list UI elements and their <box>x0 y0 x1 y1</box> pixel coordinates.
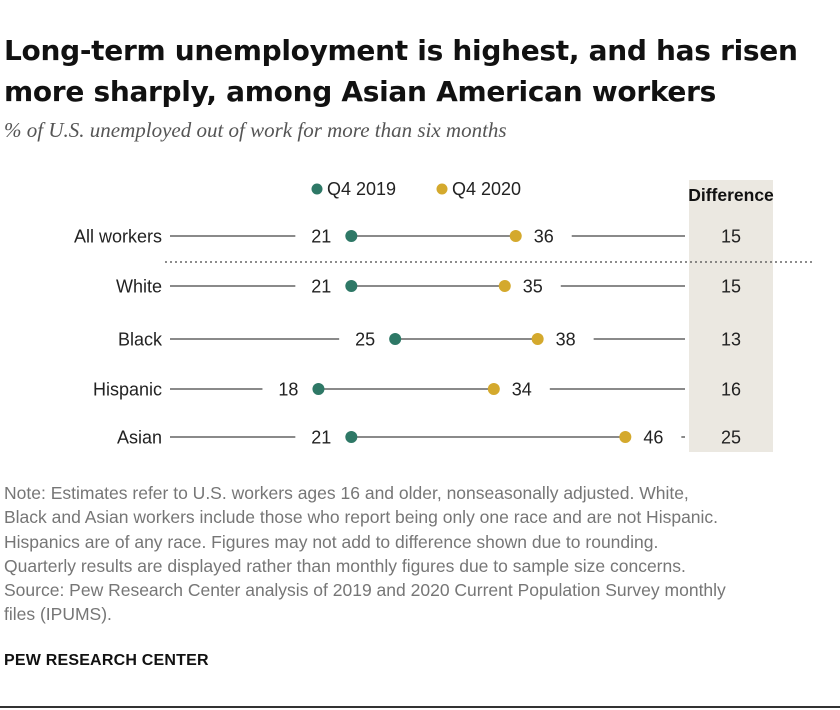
category-label-asian: Asian <box>117 428 162 448</box>
category-label-white: White <box>116 277 162 297</box>
category-label-hispanic: Hispanic <box>93 380 162 400</box>
dot-q4-2019-black <box>389 333 402 345</box>
chart-title-line-1: Long-term unemployment is highest, and h… <box>4 34 798 67</box>
value-label-q4-2020-black: 38 <box>556 330 576 350</box>
difference-header: Difference <box>688 185 774 205</box>
difference-value-black: 13 <box>721 330 741 350</box>
legend-marker-q4-2020 <box>436 183 448 195</box>
note-line-4: Quarterly results are displayed rather t… <box>4 555 686 576</box>
dot-q4-2019-all-workers <box>345 230 358 242</box>
note-line-1: Note: Estimates refer to U.S. workers ag… <box>4 483 689 503</box>
legend-label-q4-2019: Q4 2019 <box>327 179 396 199</box>
chart-notes: Note: Estimates refer to U.S. workers ag… <box>4 481 836 627</box>
value-label-q4-2019-black: 25 <box>355 330 375 350</box>
dot-q4-2020-black <box>531 333 544 345</box>
dot-q4-2020-hispanic <box>487 383 500 395</box>
value-label-q4-2020-asian: 46 <box>643 428 663 448</box>
value-label-q4-2020-hispanic: 34 <box>512 380 532 400</box>
chart-subtitle: % of U.S. unemployed out of work for mor… <box>4 118 507 142</box>
value-label-q4-2019-hispanic: 18 <box>278 380 298 400</box>
dot-q4-2020-white <box>498 280 511 292</box>
value-label-q4-2019-asian: 21 <box>311 428 331 448</box>
legend-marker-q4-2019 <box>311 183 323 195</box>
value-label-q4-2019-all-workers: 21 <box>311 227 331 247</box>
difference-value-all-workers: 15 <box>721 227 741 247</box>
dot-q4-2020-all-workers <box>509 230 522 242</box>
difference-value-asian: 25 <box>721 428 741 448</box>
dot-q4-2019-white <box>345 280 358 292</box>
value-label-q4-2019-white: 21 <box>311 277 331 297</box>
value-label-q4-2020-all-workers: 36 <box>534 227 554 247</box>
difference-value-white: 15 <box>721 277 741 297</box>
note-line-2: Black and Asian workers include those wh… <box>4 507 719 528</box>
dot-q4-2020-asian <box>619 431 632 443</box>
difference-column-bg <box>689 180 773 452</box>
dot-plot-chart: Difference Q4 2019 Q4 2020 All workers 21 36 1… <box>74 179 812 452</box>
chart-title-line-2: more sharply, among Asian American worke… <box>4 75 716 108</box>
brand-label: PEW RESEARCH CENTER <box>4 652 209 669</box>
note-line-5: Source: Pew Research Center analysis of … <box>4 580 726 601</box>
category-label-all-workers: All workers <box>74 227 162 247</box>
note-line-6: files (IPUMS). <box>4 604 112 625</box>
value-label-q4-2020-white: 35 <box>523 277 543 297</box>
dot-q4-2019-hispanic <box>312 383 325 395</box>
chart-title: Long-term unemployment is highest, and h… <box>4 30 834 112</box>
difference-value-hispanic: 16 <box>721 380 741 400</box>
category-label-black: Black <box>118 330 163 350</box>
legend-label-q4-2020: Q4 2020 <box>452 179 521 199</box>
note-line-3: Hispanics are of any race. Figures may n… <box>4 531 659 552</box>
bottom-divider <box>0 706 840 708</box>
dot-q4-2019-asian <box>345 431 358 443</box>
